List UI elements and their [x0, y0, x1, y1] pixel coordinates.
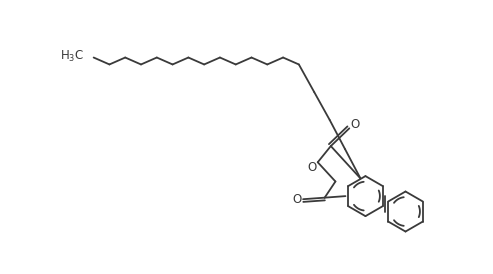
Text: H$_3$C: H$_3$C — [60, 49, 84, 64]
Text: O: O — [350, 118, 359, 131]
Text: O: O — [292, 193, 302, 206]
Text: O: O — [307, 161, 316, 174]
